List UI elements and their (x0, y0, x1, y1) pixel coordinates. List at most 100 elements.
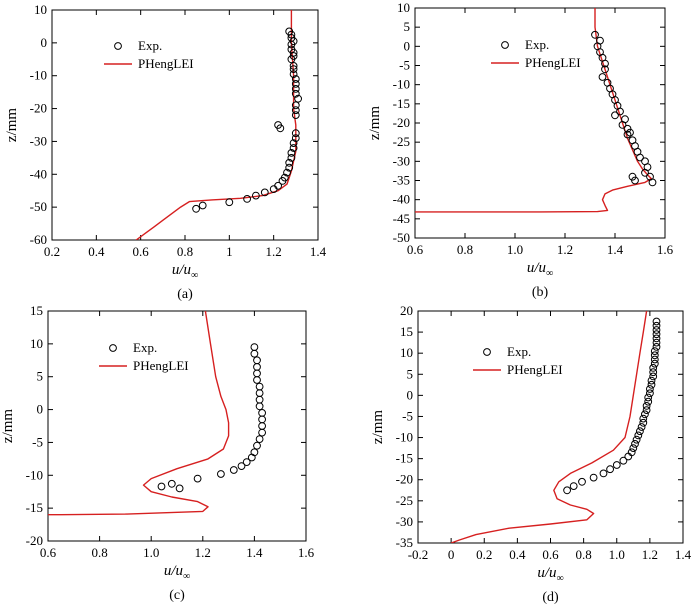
y-tick-label: -30 (30, 133, 47, 148)
experiment-point (612, 461, 621, 469)
x-tick-label: 0.8 (91, 545, 107, 560)
y-tick-label: -35 (396, 535, 413, 550)
y-tick-label: -5 (402, 408, 413, 423)
panel-caption: (c) (169, 588, 185, 603)
experiment-point (649, 364, 658, 372)
y-tick-label: -50 (393, 230, 410, 245)
experiment-point (626, 128, 634, 137)
y-tick-label: -15 (396, 451, 413, 466)
plot-frame (417, 310, 684, 544)
x-axis-label: u/u∞ (537, 565, 563, 584)
experiment-point (652, 326, 661, 334)
legend-sim-label: PHengLEI (133, 358, 189, 373)
experiment-point (611, 111, 619, 120)
experiment-point (616, 107, 624, 116)
x-tick-label: 1.6 (298, 545, 315, 560)
y-tick-label: 10 (30, 336, 43, 351)
experiment-point (255, 435, 264, 444)
x-tick-label: 1.4 (675, 547, 692, 562)
experiment-point (253, 356, 261, 365)
experiment-point (193, 474, 202, 483)
x-axis-label: u/u∞ (172, 262, 198, 281)
x-axis-label: u/u∞ (527, 260, 553, 279)
experiment-point (641, 410, 649, 419)
experiment-point (283, 168, 291, 177)
experiment-point (242, 458, 251, 467)
y-tick-label: 10 (397, 0, 410, 15)
experiment-point (649, 368, 658, 377)
experiment-point (289, 65, 298, 73)
experiment-point (287, 149, 296, 157)
y-tick-label: -40 (393, 192, 410, 207)
y-tick-label: -20 (396, 472, 413, 487)
y-tick-label: -30 (393, 153, 410, 168)
y-tick-label: 5 (404, 19, 411, 34)
experiment-point (291, 111, 300, 119)
x-tick-label: 1 (226, 244, 233, 259)
experiment-point (289, 70, 298, 78)
experiment-point (229, 466, 238, 474)
experiment-point (291, 75, 300, 83)
x-axis-label-main: u/u (527, 260, 546, 276)
experiment-point (253, 376, 261, 384)
experiment-point (289, 144, 298, 152)
experiment-point (652, 334, 661, 343)
y-tick-label: 5 (407, 366, 414, 381)
plot-frame (47, 310, 307, 542)
y-tick-label: 0 (37, 402, 44, 417)
legend: Exp. PHengLEI (473, 344, 563, 377)
x-tick-label: 0.6 (40, 545, 57, 560)
experiment-point (287, 154, 296, 162)
legend-exp-label: Exp. (525, 37, 549, 52)
experiment-point (255, 382, 264, 391)
experiment-point (258, 428, 267, 437)
experiment-point (601, 59, 609, 68)
experiment-point (598, 73, 607, 81)
x-tick-label: 1.6 (657, 242, 674, 257)
x-tick-label: 1.2 (557, 242, 573, 257)
experiment-point (637, 423, 646, 431)
experiment-point (578, 477, 586, 486)
legend: Exp. PHengLEI (99, 340, 189, 373)
plot-area (135, 10, 303, 240)
experiment-point (225, 198, 234, 207)
x-tick-label: 0.8 (177, 244, 193, 259)
experiment-point (291, 85, 300, 93)
simulation-line (48, 311, 230, 516)
experiment-point (255, 389, 264, 398)
plot-frame (51, 9, 319, 241)
experiment-point (287, 40, 296, 49)
x-axis-label-subscript: ∞ (557, 573, 564, 584)
experiment-point (253, 363, 261, 371)
legend: Exp. PHengLEI (491, 37, 581, 70)
experiment-point (157, 482, 166, 491)
experiment-point (569, 482, 578, 491)
experiment-point (636, 153, 644, 162)
experiment-point (167, 479, 176, 488)
y-tick-label: -45 (393, 211, 410, 226)
experiment-point (258, 409, 267, 417)
x-axis-label-subscript: ∞ (183, 571, 190, 582)
y-tick-label: -10 (396, 430, 413, 445)
y-tick-label: -15 (26, 500, 43, 515)
experiment-point (255, 395, 264, 404)
experiment-point (252, 191, 260, 200)
y-tick-label: -60 (30, 232, 47, 247)
chart-panel-1: 0.6 0.8 1.0 1.2 1.4 1.6-50-45-40-35-30-25-20-… (367, 0, 674, 300)
x-axis-label-main: u/u (537, 565, 556, 581)
legend-exp-label: Exp. (133, 340, 157, 355)
y-tick-label: 0 (41, 35, 48, 50)
experiment-point (247, 453, 256, 462)
x-tick-label: 0.6 (407, 242, 424, 257)
y-tick-label: 10 (34, 2, 47, 17)
experiment-point (269, 185, 278, 194)
x-tick-label: 1.2 (195, 545, 211, 560)
experiment-point (631, 176, 639, 185)
experiment-point (650, 351, 659, 360)
x-tick-label: 0.6 (133, 244, 150, 259)
y-axis-label: z/mm (367, 106, 383, 140)
experiment-point (624, 452, 633, 461)
legend-exp-marker (501, 41, 509, 49)
experiment-point (623, 124, 632, 133)
experiment-point (629, 444, 638, 453)
